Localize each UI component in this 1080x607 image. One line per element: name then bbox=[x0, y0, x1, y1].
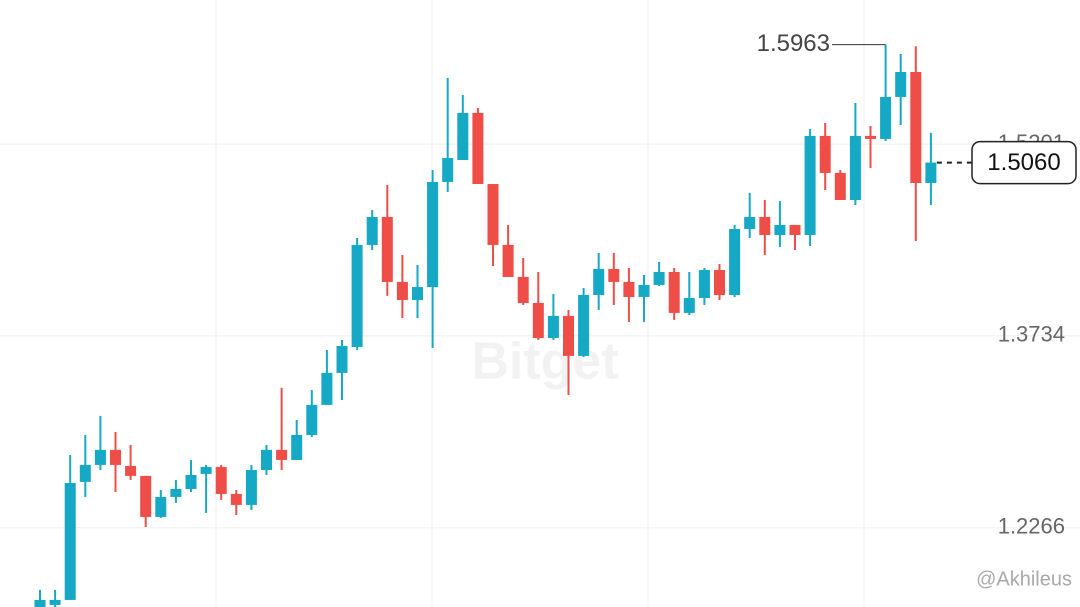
last-price-box bbox=[971, 140, 1077, 185]
candle-body bbox=[94, 449, 106, 465]
candle-body bbox=[880, 96, 892, 139]
candle-body bbox=[910, 72, 922, 183]
high-marker-label: 1.5963 bbox=[757, 30, 830, 57]
candle-body bbox=[336, 345, 348, 373]
candle-body bbox=[457, 112, 469, 160]
candle-body bbox=[215, 467, 227, 494]
candle-body bbox=[865, 135, 876, 139]
candle-body bbox=[623, 281, 635, 297]
candle-body bbox=[895, 72, 907, 97]
y-tick-label: 1.2266 bbox=[998, 514, 1065, 539]
candle-body bbox=[578, 295, 590, 356]
candle-body bbox=[487, 184, 499, 245]
candle-body bbox=[34, 599, 46, 607]
candle-body bbox=[64, 482, 76, 600]
candle-body bbox=[155, 496, 167, 517]
candle-body bbox=[110, 449, 121, 465]
overlay: 1.5963 1.5060 bbox=[757, 30, 1077, 185]
candle-body bbox=[532, 302, 544, 339]
candle-body bbox=[381, 216, 393, 282]
candle-body bbox=[593, 268, 605, 296]
candle-body bbox=[200, 467, 212, 474]
candle-body bbox=[608, 268, 620, 282]
candle-body bbox=[412, 287, 423, 300]
y-tick-label: 1.3734 bbox=[998, 322, 1065, 347]
candle-body bbox=[849, 135, 861, 200]
candle-body bbox=[321, 372, 333, 405]
candle-body bbox=[668, 271, 680, 313]
candle-body bbox=[276, 449, 288, 460]
vertical-grid bbox=[215, 0, 865, 607]
candle-body bbox=[683, 298, 695, 313]
candle-body bbox=[759, 216, 771, 236]
candle-body bbox=[563, 315, 574, 356]
candle-body bbox=[140, 475, 152, 517]
credit: @Akhileus bbox=[976, 568, 1072, 590]
candle-body bbox=[396, 281, 408, 300]
watermark: Bitget bbox=[471, 333, 618, 391]
candle-body bbox=[306, 404, 318, 435]
candle-body bbox=[744, 216, 756, 229]
candle-body bbox=[472, 112, 484, 185]
candles bbox=[34, 44, 937, 607]
candle-body bbox=[517, 276, 529, 303]
candle-body bbox=[125, 465, 137, 476]
candle-body bbox=[49, 599, 61, 605]
candle-body bbox=[638, 284, 650, 297]
candle-body bbox=[427, 181, 439, 288]
candle-body bbox=[804, 135, 816, 236]
candle-body bbox=[789, 224, 801, 236]
candle-body bbox=[185, 474, 197, 489]
candle-body bbox=[351, 244, 363, 348]
candle-body bbox=[245, 470, 257, 505]
candle-body bbox=[819, 135, 831, 173]
candle-body bbox=[714, 270, 725, 296]
last-price-label: 1.5060 bbox=[987, 149, 1060, 176]
candle-body bbox=[291, 434, 303, 460]
candle-body bbox=[170, 488, 182, 497]
candle-body bbox=[774, 224, 786, 236]
candle-body bbox=[698, 270, 710, 299]
candle-body bbox=[442, 158, 454, 182]
candle-body bbox=[729, 228, 741, 296]
candle-body bbox=[834, 172, 846, 200]
candle-body bbox=[925, 162, 937, 183]
candle-body bbox=[261, 449, 272, 471]
candle-body bbox=[502, 244, 514, 277]
candle-body bbox=[653, 271, 665, 285]
candle-body bbox=[79, 464, 91, 482]
candle-body bbox=[547, 315, 559, 339]
candle-body bbox=[230, 493, 242, 505]
candle-body bbox=[366, 216, 378, 245]
